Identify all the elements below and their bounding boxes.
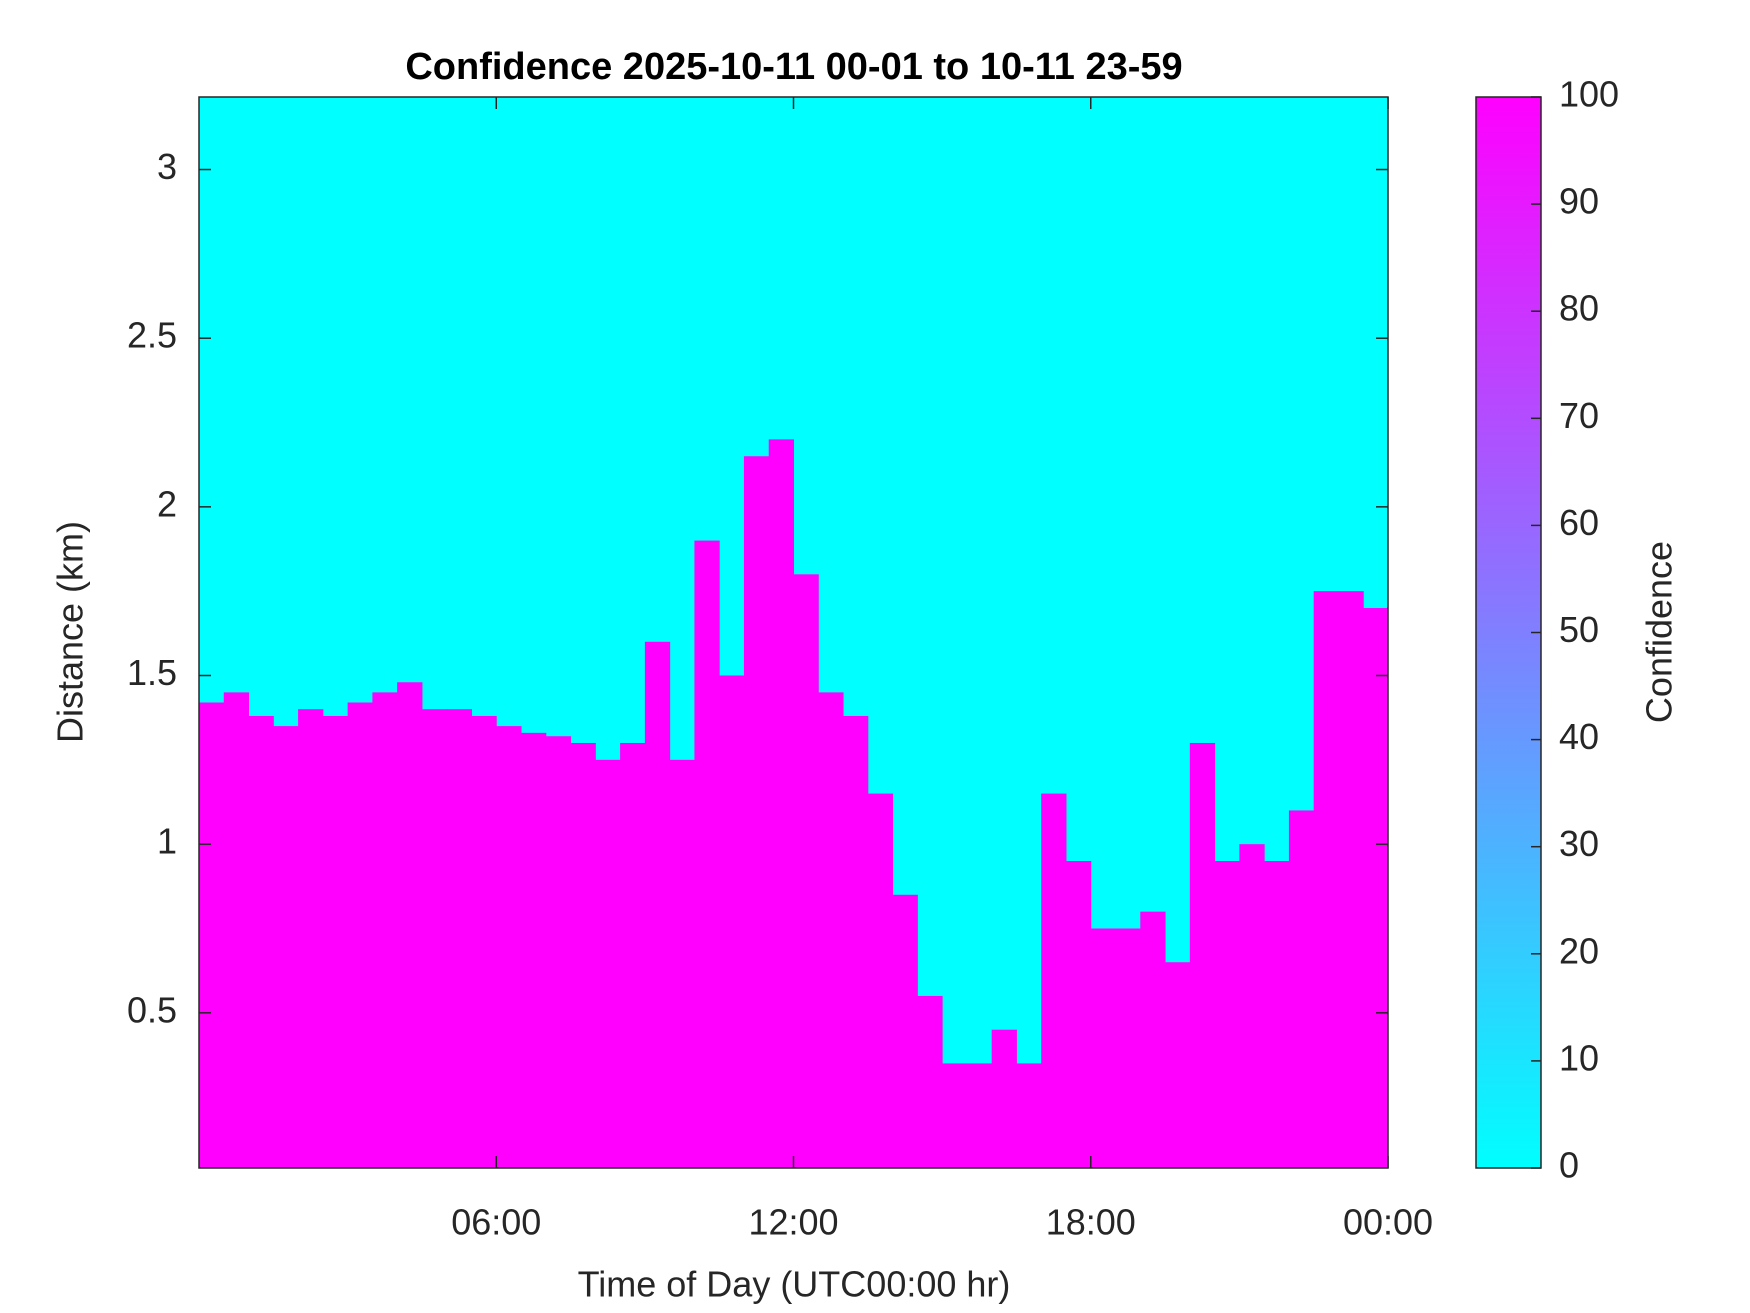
heatmap-column [421,709,448,1168]
colorbar-tick-label: 60 [1559,502,1599,543]
x-tick-label: 12:00 [748,1202,838,1243]
heatmap-column [818,692,844,1168]
x-tick-label: 00:00 [1343,1202,1433,1243]
heatmap-column [248,715,274,1168]
colorbar-tick-label: 40 [1559,716,1599,757]
heatmap-column [273,726,299,1168]
heatmap-column [843,715,869,1168]
heatmap-column [644,641,671,1168]
heatmap-column [397,682,423,1168]
heatmap-column [521,732,547,1168]
heatmap-column [347,702,373,1168]
colorbar-tick-label: 90 [1559,181,1599,222]
heatmap-column [223,692,250,1168]
heatmap-column [966,1063,993,1168]
heatmap-column [1065,861,1092,1168]
colorbar-tick-label: 80 [1559,288,1599,329]
heatmap-column [1115,928,1141,1168]
heatmap-column [1090,928,1117,1168]
heatmap-column [1189,742,1216,1168]
heatmap-column [1041,793,1067,1168]
heatmap-column [446,709,472,1168]
x-axis-label: Time of Day (UTC00:00 hr) [578,1264,1011,1305]
heatmap-column [322,715,349,1168]
y-tick-label: 0.5 [127,989,177,1030]
colorbar [1475,96,1542,1169]
y-tick-label: 1 [157,821,177,862]
x-tick-label: 18:00 [1046,1202,1136,1243]
heatmap-column [1338,591,1364,1168]
heatmap-column [1214,861,1240,1168]
colorbar-tick-label: 10 [1559,1037,1599,1078]
heatmap-column [991,1029,1017,1168]
heatmap-column [570,742,596,1168]
heatmap-column [793,574,819,1168]
heatmap-column [694,540,720,1168]
heatmap-column [1363,608,1389,1168]
colorbar-tick-label: 100 [1559,74,1619,115]
colorbar-tick-label: 20 [1559,930,1599,971]
heatmap-column [1288,810,1315,1168]
heatmap-column [298,709,324,1168]
heatmap-column [1264,861,1290,1168]
heatmap-column [1239,844,1265,1168]
heatmap-column [743,456,770,1169]
heatmap-column [892,894,918,1168]
heatmap-column [768,439,794,1168]
y-tick-label: 1.5 [127,652,177,693]
y-tick-label: 2.5 [127,315,177,356]
y-tick-label: 2 [157,483,177,524]
heatmap-column [669,759,695,1168]
heatmap-column [719,675,745,1168]
heatmap-column [1016,1063,1042,1168]
heatmap-column [1165,962,1191,1168]
colorbar-tick-label: 70 [1559,395,1599,436]
heatmap-column [867,793,894,1168]
colorbar-tick-label: 0 [1559,1145,1579,1186]
heatmap-column [620,742,646,1168]
heatmap-column [199,702,225,1168]
heatmap-column [545,736,572,1168]
y-axis-label: Distance (km) [50,521,91,743]
heatmap-column [1313,591,1339,1168]
colorbar-tick-label: 30 [1559,823,1599,864]
heatmap-column [942,1063,968,1168]
x-tick-label: 06:00 [451,1202,541,1243]
heatmap-column [496,726,522,1168]
heatmap-column [372,692,398,1168]
heatmap-column [1140,911,1166,1168]
heatmap-column [471,715,497,1168]
y-tick-label: 3 [157,146,177,187]
colorbar-tick-label: 50 [1559,609,1599,650]
heatmap-column [595,759,621,1168]
colorbar-label: Confidence [1639,541,1680,723]
heatmap-column [917,995,943,1168]
chart-title: Confidence 2025-10-11 00-01 to 10-11 23-… [405,46,1182,88]
